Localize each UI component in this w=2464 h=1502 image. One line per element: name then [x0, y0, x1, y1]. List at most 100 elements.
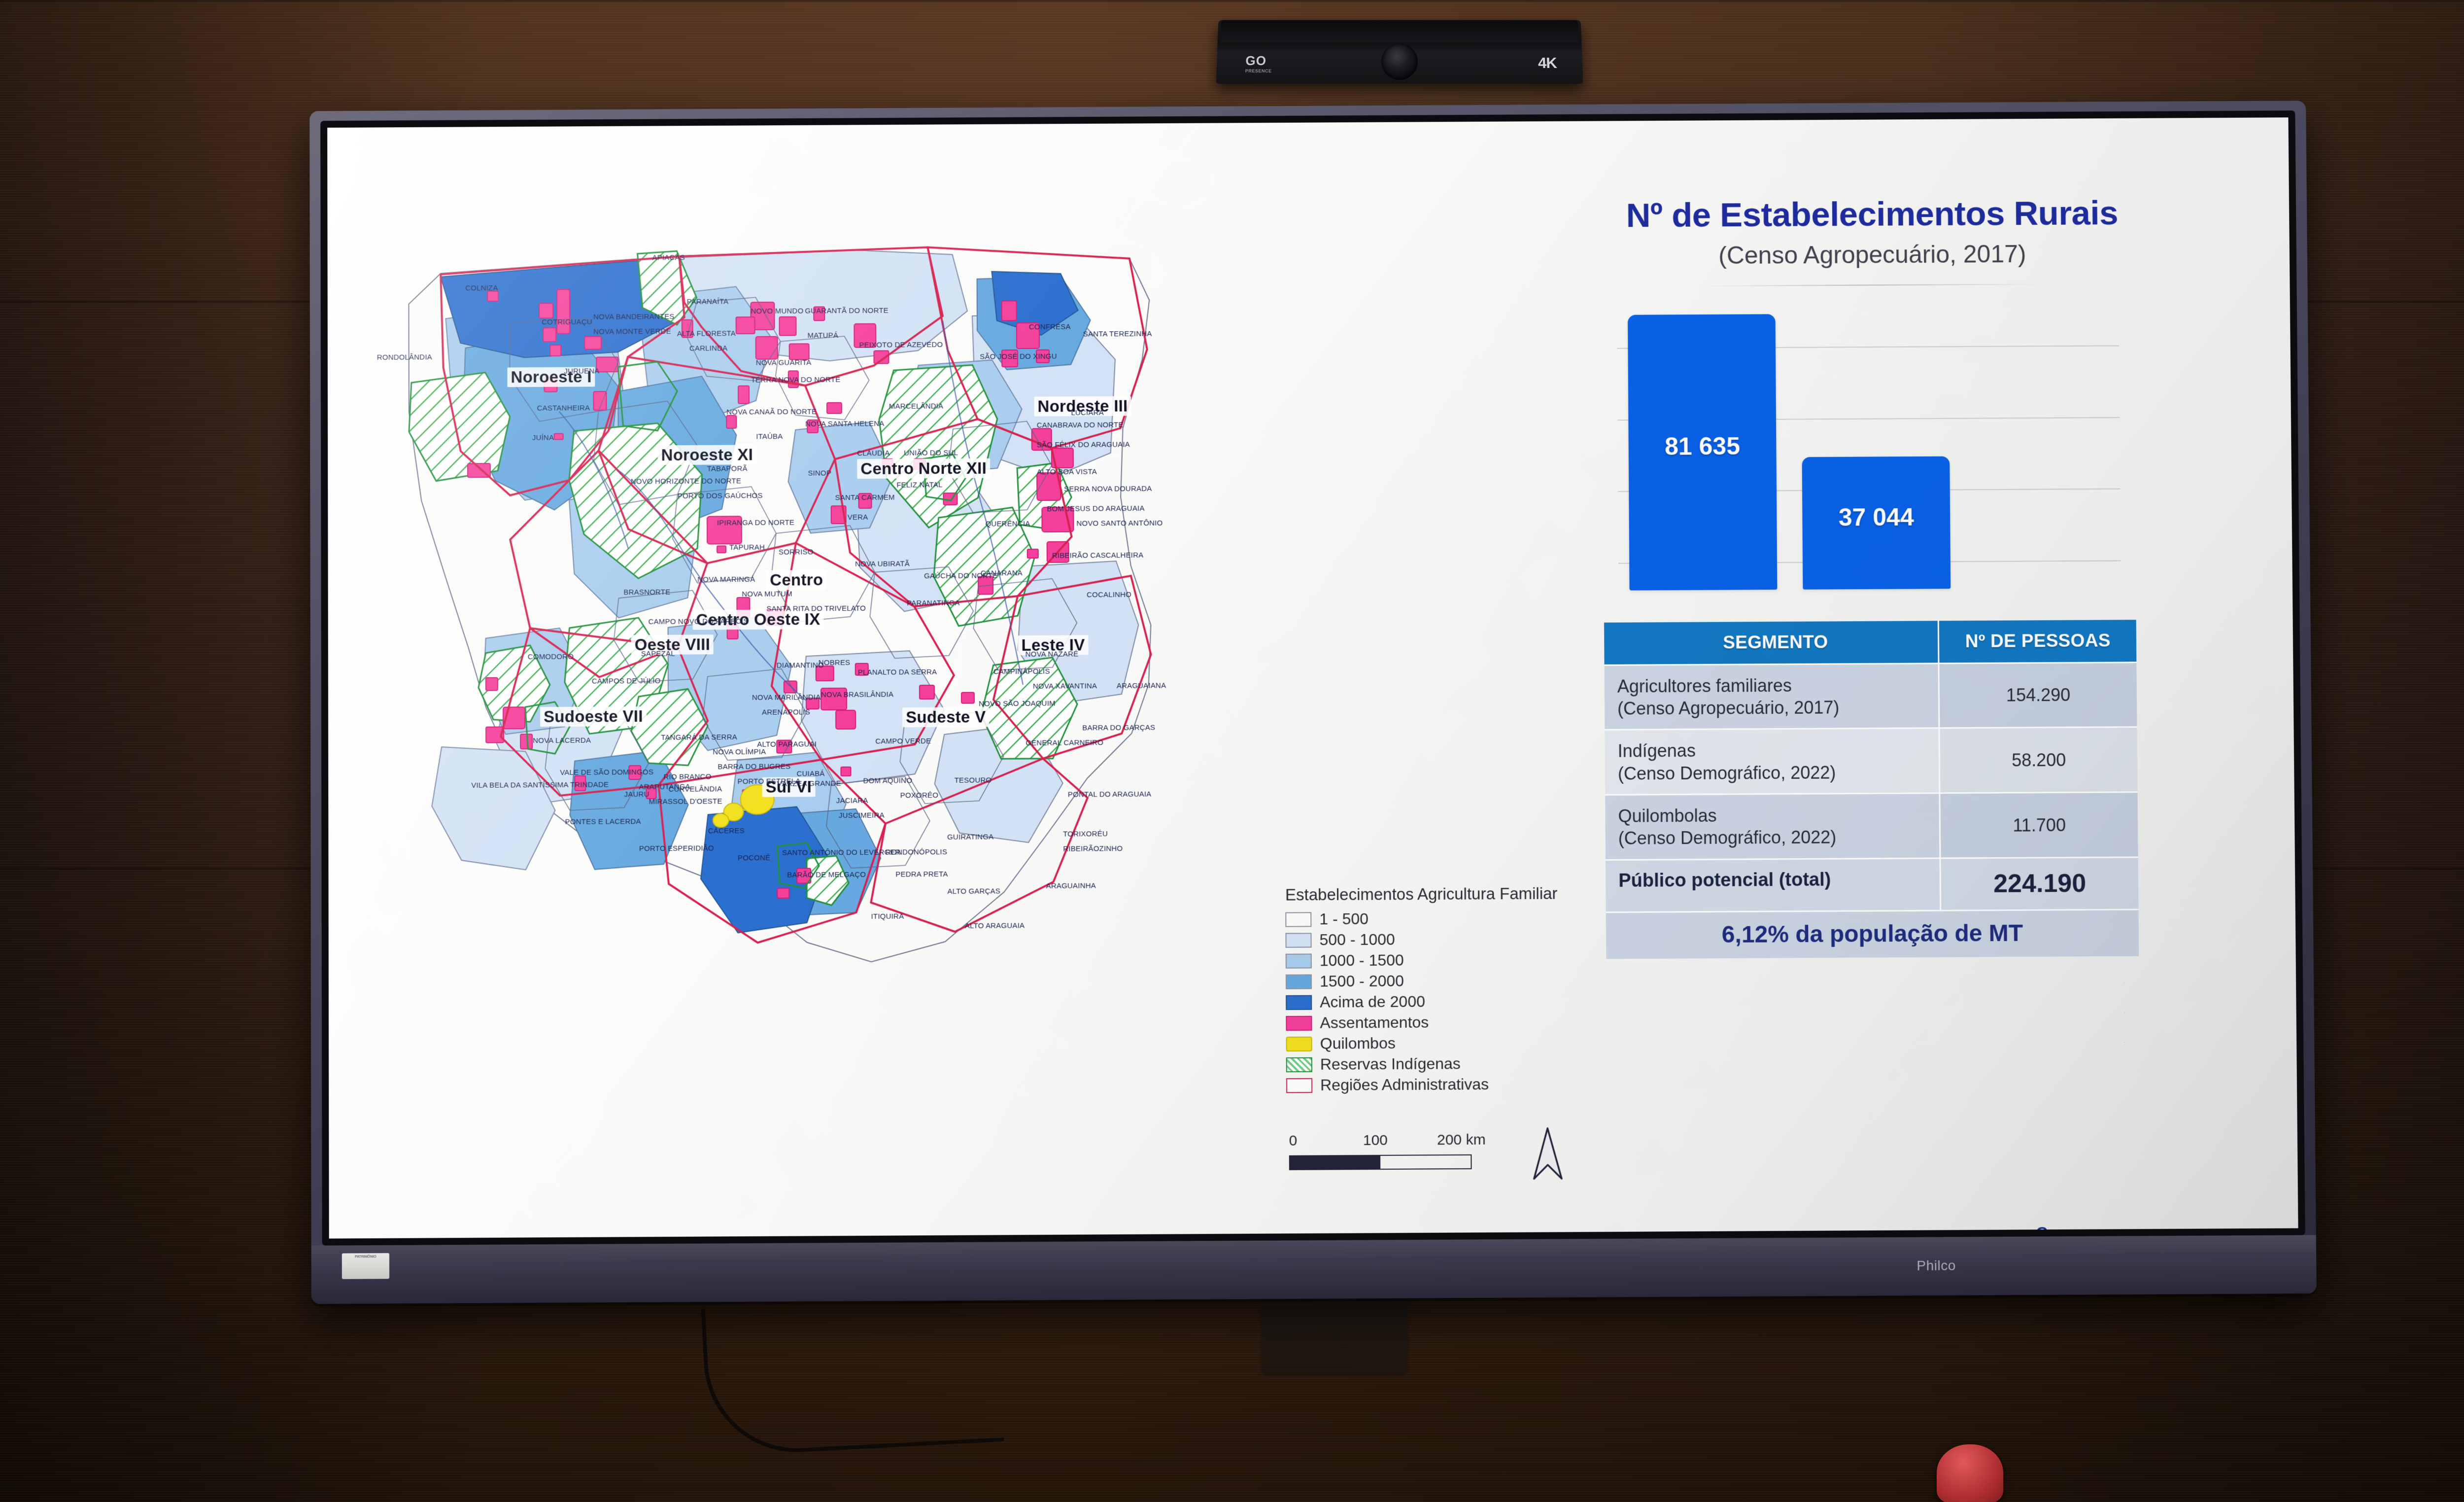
stats-panel: Nº de Estabelecimentos Rurais (Censo Agr… — [1576, 165, 2176, 1239]
legend-label-quilombos: Quilombos — [1320, 1034, 1396, 1052]
municipality-label: ALTO ARAGUAIA — [964, 921, 1025, 931]
municipality-label: NOVA SANTA HELENA — [805, 419, 885, 428]
municipality-label: GUIRATINGA — [947, 833, 994, 842]
municipality-label: PORTO ESTRELA — [737, 777, 801, 786]
municipality-label: DOM AQUINO — [863, 776, 913, 785]
map-panel: Noroeste I Noroeste XI Centro Norte XII … — [362, 151, 1564, 1239]
municipality-label: JAURU — [624, 790, 650, 799]
municipality-label: TABAPORÃ — [707, 464, 748, 473]
municipality-label: ARENÁPOLIS — [762, 708, 810, 717]
bar-estabelecimentos-total[interactable]: 81 635 — [1627, 314, 1778, 591]
municipality-label: PORTO ESPERIDIÃO — [639, 844, 714, 853]
table-header-pessoas: Nº DE PESSOAS — [1939, 620, 2137, 663]
segment-line1-indigenas: Indígenas — [1617, 740, 1696, 762]
legend-label-1-500: 1 - 500 — [1319, 909, 1369, 928]
legend-item-acima-2000: Acima de 2000 — [1286, 992, 1582, 1012]
municipality-label: NOVA GUARITA — [755, 358, 812, 367]
table-cell-total-value: 224.190 — [1941, 858, 2139, 910]
bar-chart[interactable]: 81 635 37 044 — [1617, 313, 2121, 591]
municipality-label: DIAMANTINO — [776, 661, 824, 670]
municipality-label: PEIXOTO DE AZEVEDO — [859, 340, 943, 349]
region-label-centro[interactable]: Centro — [766, 570, 827, 590]
legend-swatch-assentamentos — [1286, 1015, 1312, 1031]
segments-table: SEGMENTO Nº DE PESSOAS Agricultores fami… — [1604, 620, 2139, 959]
table-row-agricultores[interactable]: Agricultores familiares (Censo Agropecuá… — [1604, 663, 2137, 731]
municipality-label: NOVA NAZARÉ — [1025, 650, 1079, 659]
legend-label-500-1000: 500 - 1000 — [1319, 930, 1395, 949]
municipality-label: ALTO PARAGUAI — [757, 740, 817, 749]
municipality-label: SANTA CARMEM — [835, 493, 895, 502]
municipality-label: COCALINHO — [1087, 591, 1132, 599]
municipality-label: UNIÃO DO SUL — [904, 449, 958, 457]
municipality-label: RONDOLÂNDIA — [376, 353, 432, 362]
table-cell-segment-indigenas: Indígenas (Censo Demográfico, 2022) — [1605, 729, 1941, 794]
municipality-label: NOVA UBIRATÃ — [855, 559, 910, 568]
asset-sticker: PATRIMÔNIO — [342, 1253, 390, 1279]
municipality-label: RIO BRANCO — [663, 772, 712, 781]
municipality-label: SÃO JOSÉ DO XINGU — [980, 352, 1057, 361]
legend-item-1500-2000: 1500 - 2000 — [1285, 971, 1582, 991]
power-cable — [701, 1293, 1004, 1457]
segment-line2-agricultores: (Censo Agropecuário, 2017) — [1617, 697, 1840, 719]
municipality-label: CANARANA — [980, 569, 1023, 578]
municipality-label: ALTO GARÇAS — [947, 887, 1001, 896]
region-label-centro-norte-xii[interactable]: Centro Norte XII — [857, 458, 991, 479]
region-label-sudoeste-vii[interactable]: Sudoeste VII — [540, 706, 647, 727]
legend-swatch-acima-2000 — [1286, 995, 1312, 1010]
table-cell-value-quilombolas: 11.700 — [1940, 793, 2138, 858]
table-row-total[interactable]: Público potencial (total) 224.190 — [1606, 858, 2139, 913]
legend-swatch-quilombos — [1286, 1036, 1312, 1051]
scalebar-graphic — [1289, 1154, 1472, 1170]
municipality-label: JACIARA — [836, 796, 868, 805]
table-row-quilombolas[interactable]: Quilombolas (Censo Demográfico, 2022) 11… — [1605, 793, 2138, 861]
municipality-label: CARLINDA — [689, 344, 728, 353]
table-cell-total-label: Público potencial (total) — [1606, 859, 1942, 912]
municipality-label: NOVA LACERDA — [533, 736, 591, 745]
mato-grosso-map[interactable] — [362, 152, 1350, 1044]
region-label-sudeste-v[interactable]: Sudeste V — [902, 707, 990, 728]
municipality-label: JUSCIMEIRA — [838, 811, 885, 820]
legend-swatch-1500-2000 — [1285, 974, 1312, 989]
scalebar-tick-100: 100 — [1363, 1132, 1388, 1149]
municipality-label: VALE DE SÃO DOMINGOS — [560, 768, 654, 777]
municipality-label: ARAPUTANGA — [639, 782, 690, 792]
municipality-label: PONTES E LACERDA — [565, 817, 641, 827]
municipality-label: COLNIZA — [465, 284, 498, 293]
segment-line2-quilombolas: (Censo Demográfico, 2022) — [1618, 827, 1837, 849]
municipality-label: BOM JESUS DO ARAGUAIA — [1047, 504, 1145, 514]
municipality-label: CAMPO VERDE — [875, 737, 931, 746]
scalebar-tick-0: 0 — [1289, 1132, 1298, 1149]
table-cell-segment-agricultores: Agricultores familiares (Censo Agropecuá… — [1604, 664, 1940, 730]
municipality-label: TORIXORÉU — [1063, 830, 1108, 838]
municipality-label: SERRA NOVA DOURADA — [1064, 485, 1152, 493]
municipality-label: ARAGUAIANA — [1116, 681, 1166, 691]
municipality-label: SÃO FÉLIX DO ARAGUAIA — [1036, 440, 1130, 450]
legend-item-1-500: 1 - 500 — [1285, 908, 1581, 928]
legend-swatch-reservas-indigenas — [1286, 1057, 1312, 1072]
municipality-label: CÁCERES — [708, 827, 745, 836]
municipality-label: JURUENA — [564, 367, 600, 376]
municipality-label: CLÁUDIA — [857, 449, 890, 458]
legend-item-500-1000: 500 - 1000 — [1285, 930, 1581, 949]
municipality-label: GENERAL CARNEIRO — [1026, 738, 1104, 748]
region-label-noroeste-xi[interactable]: Noroeste XI — [657, 445, 757, 465]
municipality-label: CASTANHEIRA — [537, 404, 590, 413]
municipality-label: NOVA MONTE VERDE — [593, 327, 671, 336]
municipality-label: CAMPO NOVO DO PARECIS — [648, 617, 749, 627]
municipality-label: TANGARÁ DA SERRA — [661, 733, 737, 742]
television-display: Noroeste I Noroeste XI Centro Norte XII … — [309, 101, 2317, 1304]
legend-swatch-1-500 — [1285, 911, 1312, 927]
title-block: Nº de Estabelecimentos Rurais (Censo Agr… — [1576, 165, 2168, 287]
table-cell-segment-quilombolas: Quilombolas (Censo Demográfico, 2022) — [1605, 794, 1941, 859]
tv-bezel-inner: Noroeste I Noroeste XI Centro Norte XII … — [320, 110, 2305, 1246]
municipality-label: CAMPOS DE JÚLIO — [591, 676, 661, 686]
map-scalebar: 0 100 200 km — [1289, 1131, 1566, 1170]
table-cell-value-agricultores: 154.290 — [1939, 663, 2137, 728]
municipality-label: SANTO ANTÔNIO DO LEVERGER — [782, 848, 901, 857]
table-row-indigenas[interactable]: Indígenas (Censo Demográfico, 2022) 58.2… — [1605, 728, 2138, 796]
municipality-label: NOVA CANAÃ DO NORTE — [726, 407, 817, 417]
municipality-label: CUIABÁ — [796, 769, 825, 778]
municipality-label: TERRA NOVA DO NORTE — [751, 375, 841, 384]
municipality-label: RIBEIRÃOZINHO — [1063, 844, 1123, 853]
bar-estabelecimentos-familiar[interactable]: 37 044 — [1802, 456, 1951, 590]
